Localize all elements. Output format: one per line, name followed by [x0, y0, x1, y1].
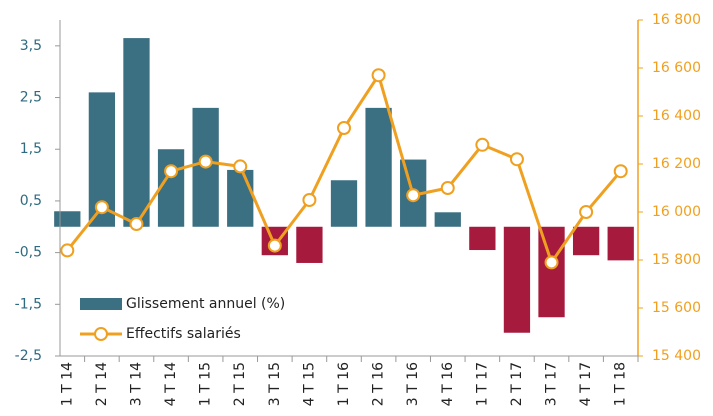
x-tick-label: 3 T 15 [267, 362, 283, 406]
x-tick-label: 2 T 15 [232, 362, 248, 406]
line-marker [302, 193, 317, 207]
bar [607, 226, 634, 261]
bar [538, 226, 565, 318]
x-tick-label: 3 T 17 [544, 362, 560, 406]
line-marker [406, 188, 421, 203]
line-marker [613, 164, 628, 179]
y2-tick-label: 15 800 [652, 252, 701, 268]
line-marker [94, 200, 109, 215]
line-marker [198, 154, 213, 169]
line-marker [544, 255, 559, 270]
line-marker [60, 243, 75, 258]
line-marker [129, 217, 144, 231]
x-tick-label: 1 T 18 [613, 362, 629, 406]
x-tick-label: 2 T 17 [509, 362, 525, 406]
y2-tick-label: 15 400 [652, 348, 701, 364]
y2-tick-label: 16 400 [652, 108, 701, 124]
y2-tick-label: 16 200 [652, 156, 701, 172]
x-tick-label: 4 T 15 [301, 362, 317, 406]
y2-tick-label: 16 600 [652, 60, 701, 76]
bar [434, 212, 461, 227]
y-tick-label: 0,5 [20, 193, 42, 209]
line-marker [475, 137, 490, 152]
bar [123, 38, 150, 227]
legend-label: Glissement annuel (%) [126, 296, 285, 312]
y-tick-label: 3,5 [20, 38, 42, 54]
y-tick-label: -2,5 [15, 348, 42, 364]
line-marker [371, 68, 386, 83]
x-tick-label: 4 T 16 [440, 362, 456, 406]
y2-tick-label: 16 000 [652, 204, 701, 220]
x-tick-label: 3 T 14 [128, 362, 144, 406]
bar [503, 226, 531, 333]
bar [572, 226, 600, 256]
x-tick-label: 1 T 16 [336, 362, 352, 406]
y2-tick-label: 15 600 [652, 300, 701, 316]
x-tick-label: 4 T 17 [578, 362, 594, 406]
line-marker [440, 181, 455, 195]
legend-swatch [94, 327, 108, 341]
y2-tick-label: 16 800 [652, 12, 701, 28]
x-tick-label: 1 T 15 [198, 362, 214, 406]
x-tick-label: 2 T 14 [94, 362, 110, 406]
line-marker [233, 159, 248, 174]
legend-label: Effectifs salariés [126, 326, 241, 342]
y-tick-label: -0,5 [15, 245, 42, 261]
bar [157, 149, 185, 227]
line-marker [267, 238, 282, 253]
x-tick-label: 3 T 16 [405, 362, 421, 406]
y-tick-label: 2,5 [20, 90, 42, 106]
line [66, 71, 622, 266]
x-tick-label: 1 T 14 [59, 362, 75, 406]
bar [330, 180, 358, 227]
x-tick-label: 4 T 14 [163, 362, 179, 406]
bar [469, 226, 496, 251]
line-marker [337, 121, 351, 135]
bar [296, 226, 323, 263]
y-tick-label: 1,5 [20, 141, 42, 157]
y-tick-label: -1,5 [15, 296, 42, 312]
line-marker [579, 205, 594, 219]
legend-swatch [80, 298, 122, 310]
bar [54, 211, 81, 227]
line-marker [509, 152, 524, 167]
bar [365, 107, 392, 227]
x-tick-label: 1 T 17 [474, 362, 490, 406]
bar [227, 169, 254, 227]
x-tick-label: 2 T 16 [371, 362, 387, 406]
line-marker [164, 164, 179, 179]
